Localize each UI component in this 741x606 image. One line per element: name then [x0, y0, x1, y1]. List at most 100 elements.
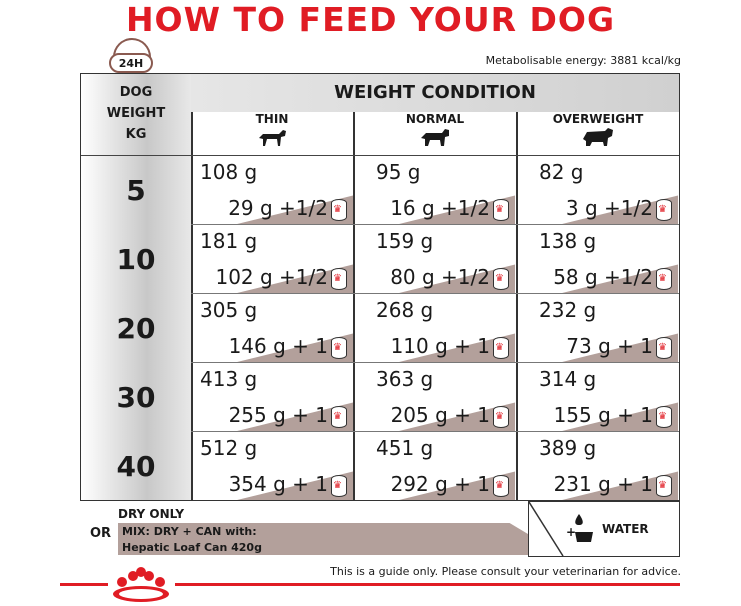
can-icon — [331, 405, 347, 428]
divider — [191, 362, 679, 363]
mix-amount-text: 102 g +1/2 — [215, 265, 328, 289]
mix-amount-text: 29 g +1/2 — [228, 196, 328, 220]
mix-amount: 58 g +1/2 — [517, 265, 672, 290]
mix-amount-text: 155 g + 1 — [553, 403, 653, 427]
dry-amount: 95 g — [376, 160, 421, 184]
weight-value: 20 — [116, 312, 156, 345]
dry-amount: 389 g — [539, 436, 597, 460]
condition-band — [191, 74, 679, 112]
footer-note: This is a guide only. Please consult you… — [330, 565, 681, 578]
metabolisable-energy: Metabolisable energy: 3881 kcal/kg — [485, 54, 681, 67]
dog-normal-icon — [421, 129, 449, 146]
weight-column — [81, 74, 191, 500]
weight-value: 30 — [116, 381, 156, 414]
dog-thin-icon — [259, 130, 286, 146]
feeding-table: DOG WEIGHT KG WEIGHT CONDITION THIN NORM… — [80, 73, 680, 501]
mix-amount-text: 73 g + 1 — [566, 334, 653, 358]
mix-amount: 110 g + 1 — [354, 334, 509, 359]
mix-amount: 29 g +1/2 — [192, 196, 347, 221]
mix-amount-text: 231 g + 1 — [553, 472, 653, 496]
mix-amount: 80 g +1/2 — [354, 265, 509, 290]
mix-amount-text: 58 g +1/2 — [553, 265, 653, 289]
mix-amount: 102 g +1/2 — [192, 265, 347, 290]
mix-amount: 155 g + 1 — [517, 403, 672, 428]
can-icon — [493, 405, 509, 428]
can-icon — [331, 198, 347, 221]
can-icon — [331, 336, 347, 359]
weight-value: 5 — [126, 174, 146, 207]
mix-amount-text: 205 g + 1 — [390, 403, 490, 427]
mix-amount: 73 g + 1 — [517, 334, 672, 359]
dry-amount: 314 g — [539, 367, 597, 391]
brand-bar — [0, 580, 741, 588]
badge-24h: 24H — [109, 53, 153, 73]
mix-amount: 354 g + 1 — [192, 472, 347, 497]
mix-amount: 231 g + 1 — [517, 472, 672, 497]
can-icon — [493, 267, 509, 290]
dry-amount: 305 g — [200, 298, 258, 322]
mix-amount-text: 16 g +1/2 — [390, 196, 490, 220]
page-title: HOW TO FEED YOUR DOG — [125, 0, 616, 39]
mix-amount: 16 g +1/2 — [354, 196, 509, 221]
dry-amount: 159 g — [376, 229, 434, 253]
can-icon — [493, 336, 509, 359]
can-icon — [656, 267, 672, 290]
mix-amount: 146 g + 1 — [192, 334, 347, 359]
mix-amount: 255 g + 1 — [192, 403, 347, 428]
or-label: OR — [90, 526, 112, 541]
mix-amount-text: 3 g +1/2 — [565, 196, 653, 220]
dry-amount: 413 g — [200, 367, 258, 391]
divider — [191, 112, 193, 500]
can-icon — [656, 405, 672, 428]
dry-amount: 451 g — [376, 436, 434, 460]
divider — [516, 112, 518, 500]
column-normal: NORMAL — [354, 112, 516, 156]
mix-amount-text: 110 g + 1 — [390, 334, 490, 358]
dog-overweight-icon — [583, 128, 613, 146]
can-icon — [656, 474, 672, 497]
dry-only-label: DRY ONLY — [118, 507, 185, 521]
weight-value: 10 — [116, 243, 156, 276]
clock-icon: 24H — [107, 38, 157, 74]
can-icon — [493, 474, 509, 497]
column-overweight: OVERWEIGHT — [517, 112, 679, 156]
mix-amount: 292 g + 1 — [354, 472, 509, 497]
dry-amount: 108 g — [200, 160, 258, 184]
weight-header: DOG WEIGHT KG — [106, 85, 166, 142]
mix-band — [118, 523, 563, 555]
mix-amount-text: 146 g + 1 — [228, 334, 328, 358]
mix-amount-text: 292 g + 1 — [390, 472, 490, 496]
dry-amount: 363 g — [376, 367, 434, 391]
mix-product: Hepatic Loaf Can 420g — [122, 541, 262, 554]
can-icon — [493, 198, 509, 221]
divider — [191, 431, 679, 432]
dry-amount: 512 g — [200, 436, 258, 460]
water-box — [528, 501, 680, 557]
can-icon — [331, 267, 347, 290]
dry-amount: 181 g — [200, 229, 258, 253]
mix-amount: 3 g +1/2 — [517, 196, 672, 221]
column-thin: THIN — [191, 112, 353, 156]
can-icon — [656, 198, 672, 221]
mix-amount-text: 255 g + 1 — [228, 403, 328, 427]
mix-label: MIX: DRY + CAN with: — [122, 525, 257, 538]
mix-amount-text: 354 g + 1 — [228, 472, 328, 496]
divider — [81, 155, 679, 156]
mix-amount-text: 80 g +1/2 — [390, 265, 490, 289]
dry-amount: 232 g — [539, 298, 597, 322]
dry-amount: 268 g — [376, 298, 434, 322]
mix-amount: 205 g + 1 — [354, 403, 509, 428]
royal-canin-crown-logo — [113, 567, 169, 602]
divider — [191, 293, 679, 294]
svg-text:+: + — [566, 525, 576, 539]
water-bowl-icon: + — [566, 514, 593, 542]
water-label: WATER — [602, 522, 649, 536]
can-icon — [331, 474, 347, 497]
condition-title: WEIGHT CONDITION — [334, 82, 536, 103]
divider — [353, 112, 355, 500]
can-icon — [656, 336, 672, 359]
divider — [191, 224, 679, 225]
dry-amount: 138 g — [539, 229, 597, 253]
weight-value: 40 — [116, 450, 156, 483]
dry-amount: 82 g — [539, 160, 584, 184]
